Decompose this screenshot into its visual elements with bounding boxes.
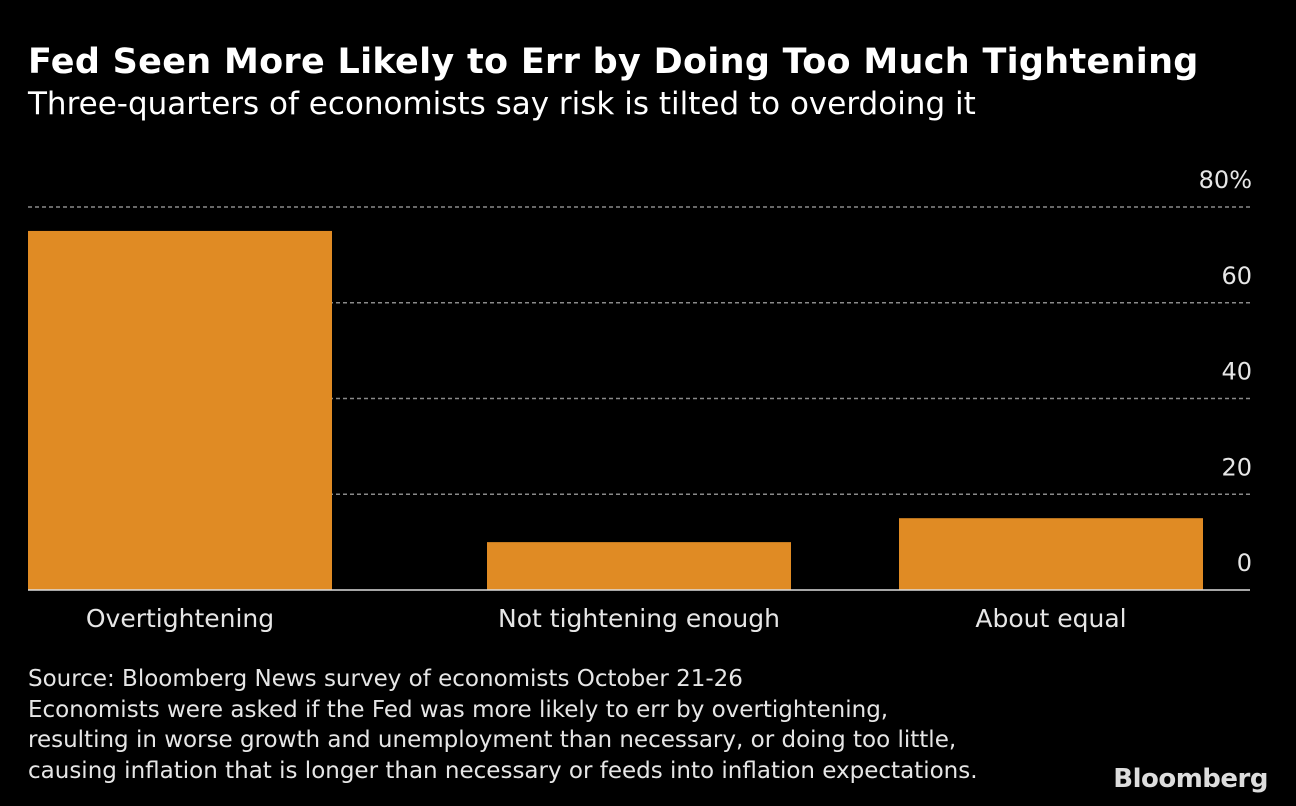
x-tick-label: Overtightening [86,604,274,633]
y-tick-label: 60 [1221,262,1252,290]
chart-notes: Source: Bloomberg News survey of economi… [28,664,978,786]
footnote-line: causing inflation that is longer than ne… [28,757,978,784]
footnote-line: resulting in worse growth and unemployme… [28,727,957,753]
chart-subtitle: Three-quarters of economists say risk is… [28,86,976,122]
footnote-line: Economists were asked if the Fed was mor… [28,696,889,723]
bloomberg-logo: Bloomberg [1113,764,1268,794]
y-tick-label: 0 [1237,549,1252,577]
bar [28,230,332,590]
bar [487,542,791,590]
y-tick-label: 20 [1221,453,1252,481]
y-tick-label: 40 [1221,358,1252,386]
chart-title: Fed Seen More Likely to Err by Doing Too… [28,42,1199,82]
source-note: Source: Bloomberg News survey of economi… [28,666,743,692]
x-tick-label: About equal [975,604,1126,633]
x-tick-label: Not tightening enough [498,604,780,633]
bar [899,518,1203,590]
y-tick-label: 80% [1199,166,1252,194]
